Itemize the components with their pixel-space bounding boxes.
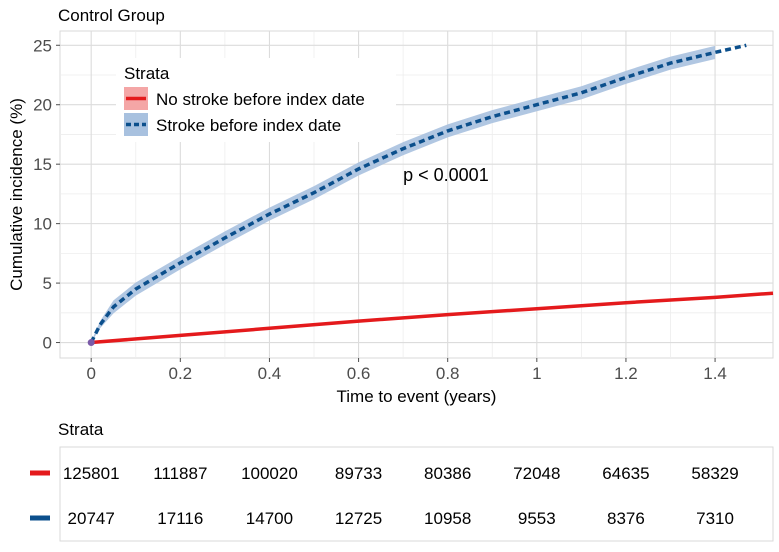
risk-table-cell: 80386 bbox=[424, 464, 471, 483]
line-stroke-before-index-date bbox=[89, 43, 747, 344]
chart-title: Control Group bbox=[58, 6, 165, 25]
y-tick-label: 15 bbox=[33, 155, 52, 174]
risk-table-cell: 72048 bbox=[513, 464, 560, 483]
x-tick-label: 1.2 bbox=[614, 364, 638, 383]
x-tick-label: 1.4 bbox=[703, 364, 727, 383]
legend: Strata No stroke before index date Stroke … bbox=[116, 58, 396, 142]
y-tick-label: 10 bbox=[33, 215, 52, 234]
risk-table-cell: 100020 bbox=[241, 464, 298, 483]
axis-layer: 0 0.2 0.4 0.6 0.8 1 1.2 1.4 0 5 10 15 20 25 bbox=[33, 36, 727, 383]
y-tick-label: 20 bbox=[33, 96, 52, 115]
risk-table-cell: 64635 bbox=[602, 464, 649, 483]
risk-table-border bbox=[59, 446, 774, 542]
risk-table-cell: 8376 bbox=[607, 509, 645, 528]
risk-table-cell: 12725 bbox=[335, 509, 382, 528]
risk-table: 125801 111887 100020 89733 80386 72048 64635 58… bbox=[30, 446, 774, 542]
risk-table-cell: 58329 bbox=[691, 464, 738, 483]
risk-table-cell: 17116 bbox=[157, 509, 203, 528]
risk-table-title: Strata bbox=[58, 420, 104, 439]
panel-border bbox=[59, 30, 774, 359]
y-tick-label: 25 bbox=[33, 36, 52, 55]
line-layer bbox=[87, 43, 774, 347]
x-axis-label: Time to event (years) bbox=[337, 387, 497, 406]
x-tick-label: 0.2 bbox=[168, 364, 192, 383]
y-tick-label: 0 bbox=[43, 334, 52, 353]
risk-table-cell: 89733 bbox=[335, 464, 382, 483]
legend-title: Strata bbox=[124, 64, 170, 83]
risk-table-cell: 125801 bbox=[63, 464, 120, 483]
y-tick-label: 5 bbox=[43, 274, 52, 293]
legend-background bbox=[116, 58, 396, 142]
x-tick-label: 1 bbox=[532, 364, 541, 383]
origin-point bbox=[87, 339, 95, 347]
x-tick-label: 0 bbox=[86, 364, 95, 383]
line-no-stroke-before-index-date bbox=[91, 291, 774, 345]
risk-table-cell: 14700 bbox=[246, 509, 293, 528]
x-tick-label: 0.6 bbox=[347, 364, 371, 383]
risk-table-cell: 10958 bbox=[424, 509, 471, 528]
legend-label: No stroke before index date bbox=[156, 90, 365, 109]
x-tick-label: 0.8 bbox=[436, 364, 460, 383]
risk-table-cell: 9553 bbox=[518, 509, 556, 528]
risk-table-cell: 111887 bbox=[153, 464, 207, 483]
legend-label: Stroke before index date bbox=[156, 116, 341, 135]
y-axis-label: Cumulative incidence (%) bbox=[7, 98, 26, 291]
risk-table-cell: 20747 bbox=[68, 509, 115, 528]
risk-table-cell: 7310 bbox=[696, 509, 734, 528]
x-tick-label: 0.4 bbox=[258, 364, 282, 383]
p-value-annotation: p < 0.0001 bbox=[403, 165, 489, 185]
